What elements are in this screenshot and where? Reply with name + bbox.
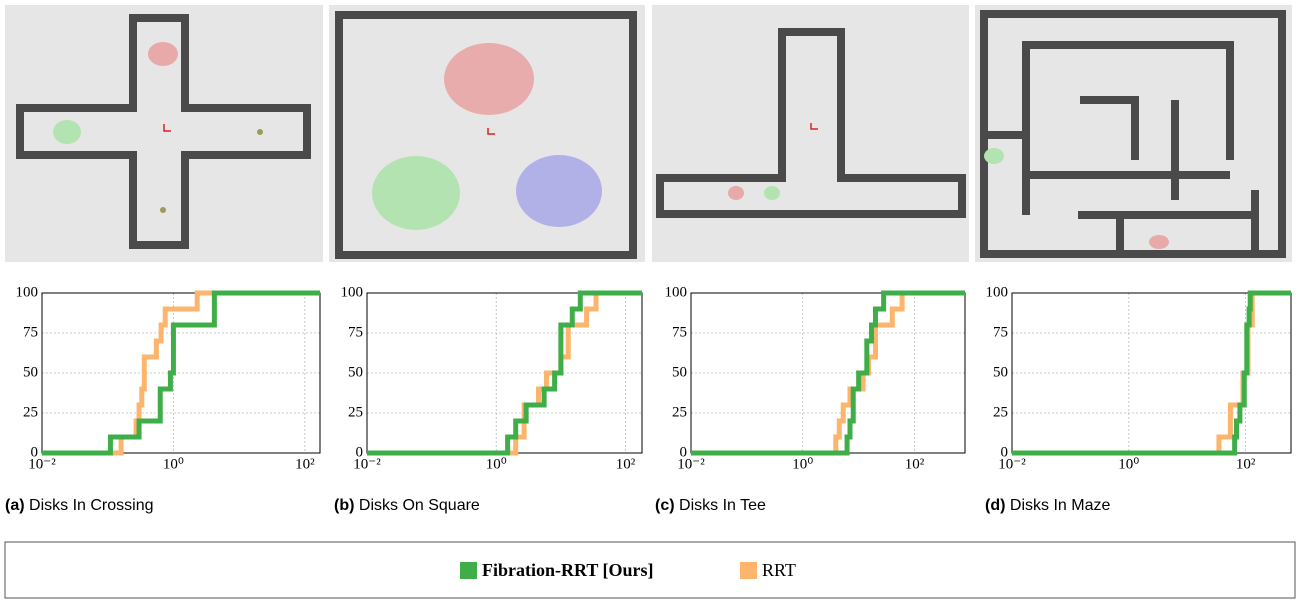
step-line	[1012, 290, 1291, 456]
y-tick-label: 50	[23, 364, 38, 380]
scene-square	[329, 5, 645, 262]
caption: (b) Disks On Square	[334, 497, 480, 514]
chart: 0 25 50 75 100 10⁻² 10⁰ 10² (d) Disks In Maze	[985, 284, 1292, 514]
x-tick-label: 10²	[295, 456, 315, 472]
y-tick-label: 25	[348, 404, 363, 420]
x-tick-label: 10⁰	[486, 456, 507, 472]
caption-label: (a)	[5, 497, 25, 514]
plot-frame	[41, 292, 321, 454]
y-tick-label: 25	[993, 404, 1008, 420]
caption-label: (b)	[334, 497, 354, 514]
y-tick-label: 75	[672, 324, 687, 340]
x-tick-label: 10⁰	[792, 456, 813, 472]
y-tick-label: 75	[993, 324, 1008, 340]
chart: 0 25 50 75 100 10⁻² 10⁰ 10² (b) Disks On Square	[334, 284, 643, 514]
x-tick-label: 10⁻²	[677, 456, 705, 472]
x-tick-label: 10⁻²	[28, 456, 56, 472]
y-tick-label: 50	[348, 364, 363, 380]
step-line	[367, 290, 642, 456]
step-line	[42, 290, 320, 456]
caption-title: Disks In Maze	[1010, 497, 1111, 514]
y-tick-label: 100	[986, 284, 1009, 300]
y-tick-label: 100	[341, 284, 364, 300]
y-tick-label: 75	[23, 324, 38, 340]
x-tick-label: 10⁻²	[353, 456, 381, 472]
legend-box	[4, 541, 1296, 599]
caption-title: Disks In Crossing	[29, 497, 153, 514]
caption: (d) Disks In Maze	[985, 497, 1110, 514]
scene-maze	[975, 5, 1292, 262]
caption-label: (c)	[655, 497, 675, 514]
legend-label: Fibration-RRT [Ours]	[482, 560, 654, 580]
y-tick-label: 50	[672, 364, 687, 380]
caption-label: (d)	[985, 497, 1005, 514]
y-tick-label: 0	[31, 444, 39, 460]
scene-tee	[652, 5, 969, 262]
y-tick-label: 25	[672, 404, 687, 420]
chart: 0 25 50 75 100 10⁻² 10⁰ 10² (a) Disks In Crossin…	[5, 284, 321, 514]
y-tick-label: 0	[356, 444, 364, 460]
step-line	[42, 290, 320, 456]
y-tick-label: 50	[993, 364, 1008, 380]
scene-crossing	[5, 5, 323, 262]
x-tick-label: 10²	[616, 456, 636, 472]
step-line	[691, 290, 965, 456]
caption-title: Disks In Tee	[679, 497, 766, 514]
x-tick-label: 10²	[905, 456, 925, 472]
caption-title: Disks On Square	[359, 497, 480, 514]
legend-swatch	[460, 562, 477, 579]
x-tick-label: 10⁰	[163, 456, 184, 472]
x-tick-label: 10⁰	[1118, 456, 1139, 472]
y-tick-label: 75	[348, 324, 363, 340]
x-tick-label: 10⁻²	[998, 456, 1026, 472]
y-tick-label: 100	[665, 284, 688, 300]
x-tick-label: 10²	[1236, 456, 1256, 472]
legend-swatch	[740, 562, 757, 579]
y-tick-label: 0	[1001, 444, 1009, 460]
legend: Fibration-RRT [Ours] RRT	[460, 560, 796, 580]
step-line	[691, 290, 965, 456]
y-tick-label: 0	[680, 444, 688, 460]
legend-label: RRT	[762, 560, 796, 580]
chart: 0 25 50 75 100 10⁻² 10⁰ 10² (c) Disks In Tee	[655, 284, 966, 514]
caption: (c) Disks In Tee	[655, 497, 766, 514]
y-tick-label: 25	[23, 404, 38, 420]
y-tick-label: 100	[16, 284, 39, 300]
caption: (a) Disks In Crossing	[5, 497, 154, 514]
